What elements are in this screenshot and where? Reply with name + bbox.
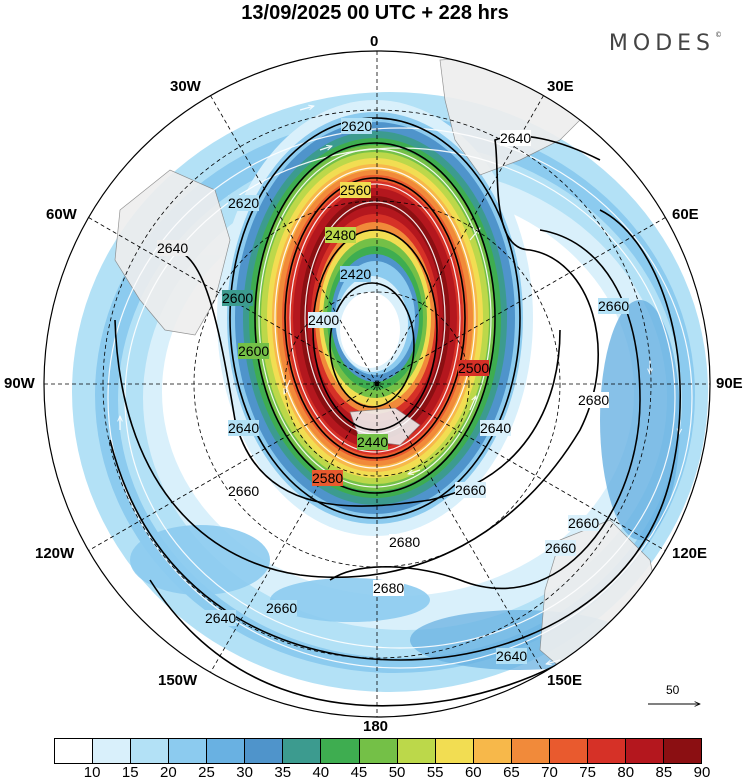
- contour-label: 2400: [308, 312, 340, 328]
- contour-label: 2580: [312, 470, 344, 486]
- contour-label: 2660: [266, 600, 298, 616]
- lon-label-120w: 120W: [35, 545, 75, 562]
- contour-label: 2660: [455, 482, 487, 498]
- colorbar-tick-label: 50: [388, 764, 406, 781]
- brand-name: MODES: [608, 31, 715, 56]
- colorbar-tick-label: 90: [693, 764, 711, 781]
- colorbar-swatch: [245, 739, 284, 763]
- contour-label: 2660: [598, 298, 630, 314]
- lon-label-150e: 150E: [547, 672, 583, 689]
- colorbar-swatch: [587, 739, 626, 763]
- colorbar-swatch: [93, 739, 132, 763]
- lon-label-60w: 60W: [46, 206, 77, 223]
- lon-label-180: 180: [363, 718, 389, 735]
- colorbar-tick-label: 45: [350, 764, 368, 781]
- reference-vector-label: 50: [666, 683, 680, 697]
- contour-label: 2660: [568, 515, 600, 531]
- map-title: 13/09/2025 00 UTC + 228 hrs: [241, 2, 509, 24]
- colorbar-swatch: [321, 739, 360, 763]
- contour-label: 2600: [238, 343, 270, 359]
- colorbar-swatch: [55, 739, 94, 763]
- map-boundary: [43, 50, 711, 718]
- colorbar-tick-label: 30: [236, 764, 253, 781]
- contour-label: 2680: [373, 580, 405, 596]
- contour-label: 2420: [340, 266, 372, 282]
- colorbar-tick-label: 10: [83, 764, 101, 781]
- colorbar-swatch: [435, 739, 474, 763]
- lon-label-0: 0: [370, 33, 379, 50]
- colorbar-tick-label: 15: [121, 764, 139, 781]
- contour-label: 2440: [357, 434, 389, 450]
- colorbar-tick-label: 60: [464, 764, 482, 781]
- colorbar-swatch: [549, 739, 588, 763]
- copyright-mark: ©: [715, 31, 722, 39]
- geopotential-contours: [109, 117, 691, 707]
- colorbar-tick-label: 65: [503, 764, 520, 781]
- colorbar-tick-label: 55: [426, 764, 444, 781]
- lon-label-30e: 30E: [547, 78, 574, 95]
- wind-streamlines: [107, 106, 693, 669]
- colorbar-swatch: [359, 739, 398, 763]
- colorbar-swatch: [511, 739, 550, 763]
- colorbar-swatch: [473, 739, 512, 763]
- modes-logo: MODES©: [609, 31, 722, 56]
- lat-lon-grid: [44, 51, 710, 717]
- colorbar-tick-label: 75: [579, 764, 596, 781]
- contour-label: 2660: [545, 540, 577, 556]
- lon-label-90w: 90W: [4, 375, 35, 392]
- contour-label: 2640: [496, 648, 528, 664]
- colorbar-tick-label: 25: [198, 764, 215, 781]
- colorbar-swatch: [169, 739, 208, 763]
- contour-label: 2680: [578, 392, 610, 408]
- colorbar-tick-label: 85: [655, 764, 673, 781]
- contour-label: 2680: [389, 534, 421, 550]
- contour-label: 2620: [341, 118, 373, 134]
- contour-label: 2660: [228, 483, 260, 499]
- colorbar-swatch: [625, 739, 664, 763]
- colorbar-tick-label: 70: [541, 764, 558, 781]
- colorbar-swatch: [207, 739, 246, 763]
- colorbar-tick-label: 20: [160, 764, 177, 781]
- lon-label-60e: 60E: [672, 206, 699, 223]
- colorbar: [54, 738, 702, 764]
- lon-label-120e: 120E: [672, 545, 708, 562]
- contour-label: 2620: [228, 195, 260, 211]
- contour-label: 2480: [325, 227, 357, 243]
- colorbar-swatch: [131, 739, 170, 763]
- colorbar-swatch: [664, 739, 702, 763]
- contour-label: 2640: [500, 130, 532, 146]
- contour-label: 2600: [222, 290, 254, 306]
- colorbar-tick-label: 40: [312, 764, 330, 781]
- contour-label: 2640: [480, 420, 512, 436]
- contour-label: 2640: [205, 610, 237, 626]
- contour-label: 2640: [157, 240, 189, 256]
- lon-label-30w: 30W: [170, 78, 201, 95]
- lon-label-150w: 150W: [158, 672, 198, 689]
- pole-marker: [374, 381, 380, 387]
- contour-label: 2640: [228, 420, 260, 436]
- contour-label: 2500: [458, 360, 490, 376]
- colorbar-swatch: [397, 739, 436, 763]
- colorbar-tick-label: 35: [274, 764, 292, 781]
- colorbar-swatch: [283, 739, 322, 763]
- contour-label: 2560: [340, 182, 372, 198]
- colorbar-tick-label: 80: [617, 764, 635, 781]
- lon-label-90e: 90E: [716, 375, 743, 392]
